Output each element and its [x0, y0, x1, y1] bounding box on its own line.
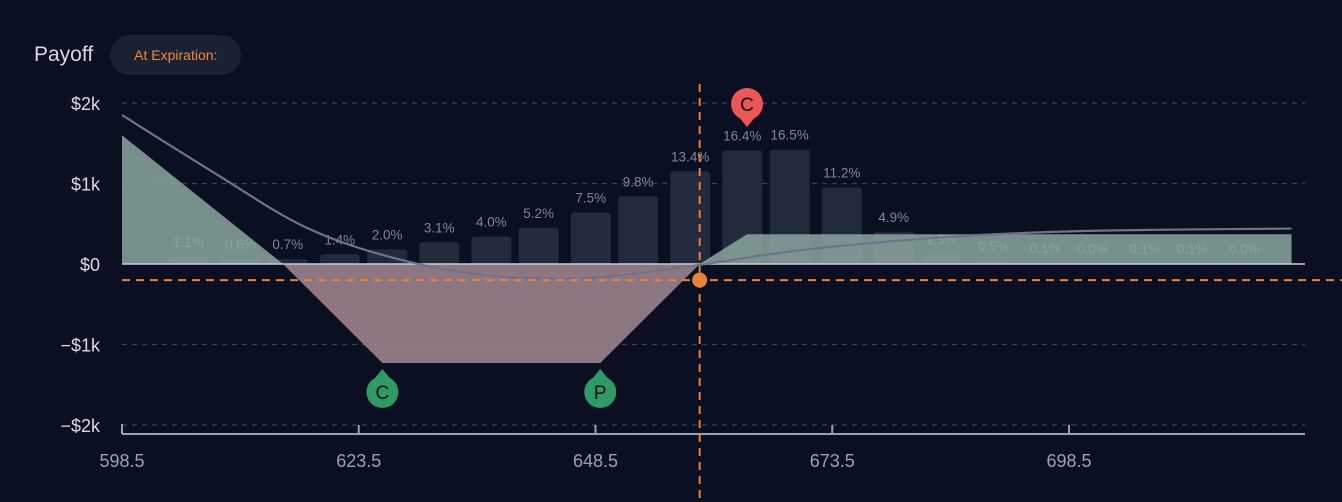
current-payoff-curve: [121, 114, 1292, 280]
chart-header: Payoff At Expiration:: [34, 34, 242, 76]
axes: $2k $1k $0 −$1k −$2k 598.5 623.5 648.5 673.5 698.…: [60, 94, 1305, 471]
loss-area: [122, 264, 1292, 364]
y-tick-label: $0: [80, 255, 100, 275]
marker-body: [731, 88, 764, 120]
probability-label: 0.7%: [272, 237, 303, 252]
marker-label: P: [594, 383, 607, 404]
price-crosshair[interactable]: [122, 84, 1342, 500]
probability-label: 4.0%: [476, 215, 507, 230]
y-tick-label: $1k: [71, 175, 101, 195]
probability-bar: [319, 254, 360, 264]
marker-label: C: [740, 95, 754, 116]
page-title: Payoff: [34, 43, 94, 66]
probability-bar: [670, 171, 711, 264]
y-tick-label: $2k: [71, 94, 101, 114]
probability-bar: [419, 242, 460, 264]
probability-label: 2.0%: [372, 228, 403, 243]
grid-layer: [122, 102, 1305, 426]
probability-label: 13.4%: [671, 149, 709, 164]
probability-bar: [570, 212, 611, 264]
payoff-area: [122, 135, 1305, 364]
y-tick-label: −$2k: [60, 416, 101, 436]
x-tick-label: 698.5: [1046, 451, 1091, 471]
x-tick-label: 623.5: [336, 451, 381, 471]
profit-area: [122, 135, 1292, 264]
probability-label: 16.4%: [723, 128, 761, 143]
probability-bar: [618, 196, 659, 264]
marker-label: C: [376, 383, 390, 404]
x-tick-label: 673.5: [810, 451, 855, 471]
expiration-mode-button[interactable]: At Expiration:: [110, 35, 242, 75]
probability-bar: [518, 227, 559, 264]
probability-label: 5.2%: [523, 206, 554, 221]
probability-bar: [471, 236, 512, 264]
current-payoff-line: [121, 114, 1292, 280]
crosshair-handle[interactable]: [692, 272, 708, 288]
x-tick-label: 598.5: [99, 451, 144, 471]
probability-label: 3.1%: [424, 220, 455, 235]
probability-label: 4.9%: [878, 210, 909, 225]
long-call-marker: C: [366, 369, 399, 409]
probability-label: 11.2%: [823, 166, 860, 181]
x-tick-label: 648.5: [573, 451, 618, 471]
short-call-marker: C: [731, 88, 764, 127]
strike-markers: C C P: [366, 88, 764, 409]
long-put-marker: P: [584, 369, 617, 409]
probability-label: 16.5%: [770, 128, 808, 143]
y-tick-label: −$1k: [60, 336, 101, 356]
probability-label: 9.8%: [623, 174, 654, 189]
marker-body: [366, 376, 399, 409]
probability-label: 7.5%: [575, 190, 606, 205]
marker-body: [584, 376, 617, 409]
